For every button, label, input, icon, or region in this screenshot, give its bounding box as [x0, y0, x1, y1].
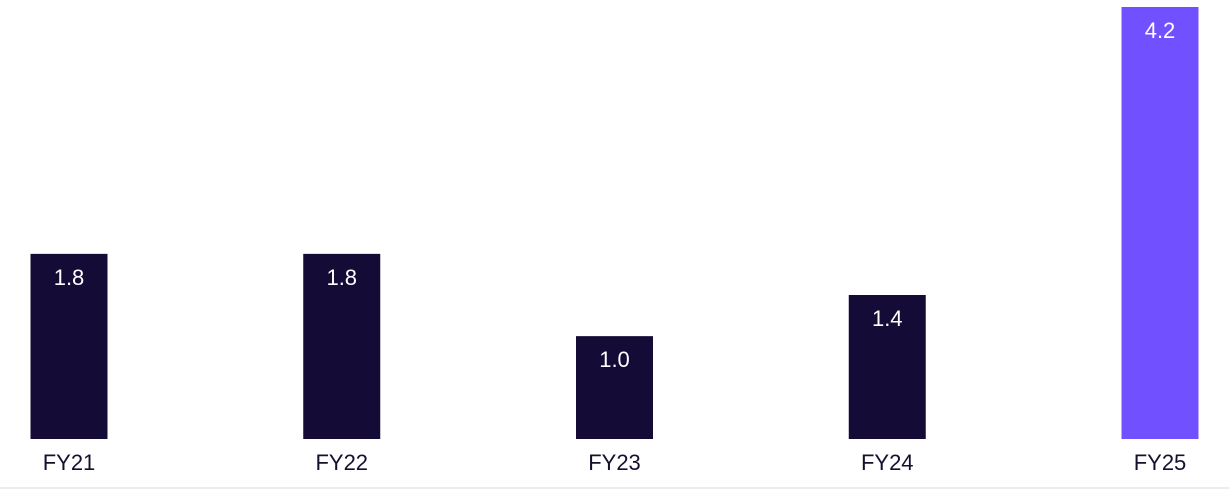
- value-label-fy24: 1.4: [872, 306, 903, 331]
- category-label-fy24: FY24: [861, 450, 914, 475]
- category-label-fy25: FY25: [1134, 450, 1187, 475]
- value-label-fy25: 4.2: [1145, 18, 1176, 43]
- bars-group: [30, 7, 1199, 439]
- bar-fy21: [30, 253, 108, 439]
- value-label-fy21: 1.8: [54, 265, 85, 290]
- category-labels-group: FY21 FY22 FY23 FY24 FY25: [43, 450, 1187, 475]
- bar-fy24: [848, 295, 926, 439]
- value-labels-group: 1.8 1.8 1.0 1.4 4.2: [54, 18, 1176, 372]
- category-label-fy23: FY23: [588, 450, 641, 475]
- category-label-fy22: FY22: [315, 450, 368, 475]
- value-label-fy22: 1.8: [326, 265, 357, 290]
- category-label-fy21: FY21: [43, 450, 96, 475]
- bar-fy22: [303, 253, 381, 439]
- bar-fy23: [576, 336, 653, 439]
- bar-fy25: [1121, 7, 1199, 439]
- value-label-fy23: 1.0: [599, 347, 630, 372]
